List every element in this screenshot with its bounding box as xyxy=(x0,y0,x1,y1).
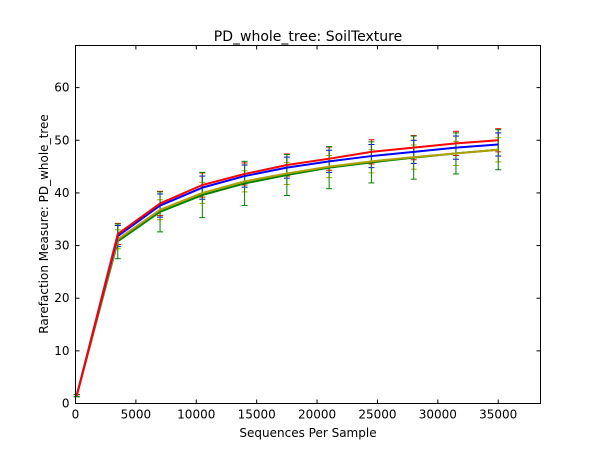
x-tick-label: 5000 xyxy=(121,408,152,422)
x-tick-label: 20000 xyxy=(298,408,336,422)
error-bars-series-1 xyxy=(73,128,502,398)
y-tick-label: 10 xyxy=(54,344,69,358)
y-tick-label: 60 xyxy=(54,81,69,95)
y-tick-label: 0 xyxy=(62,397,70,411)
x-tick-label: 0 xyxy=(72,408,80,422)
error-bars-series-4 xyxy=(73,129,502,398)
y-tick-label: 40 xyxy=(54,186,69,200)
x-tick-label: 10000 xyxy=(177,408,215,422)
plot-area xyxy=(73,128,502,398)
y-tick-label: 30 xyxy=(54,239,69,253)
series-line-1 xyxy=(75,139,499,396)
y-tick-label: 20 xyxy=(54,291,69,305)
axes: 0 5000 10000 15000 20000 25000 30000 35000 0 10 20… xyxy=(54,45,541,422)
x-tick-label: 25000 xyxy=(358,408,396,422)
y-tick-label: 50 xyxy=(54,133,69,147)
series-line-2 xyxy=(75,143,499,396)
chart-title: PD_whole_tree: SoilTexture xyxy=(214,29,402,45)
series-line-3 xyxy=(75,148,499,396)
x-axis-label: Sequences Per Sample xyxy=(239,426,376,440)
x-tick-label: 35000 xyxy=(479,408,517,422)
series-line-4 xyxy=(75,148,499,396)
x-tick-label: 30000 xyxy=(419,408,457,422)
plot-frame xyxy=(75,45,541,404)
y-axis-label: Rarefaction Measure: PD_whole_tree xyxy=(37,114,51,333)
x-tick-label: 15000 xyxy=(238,408,276,422)
